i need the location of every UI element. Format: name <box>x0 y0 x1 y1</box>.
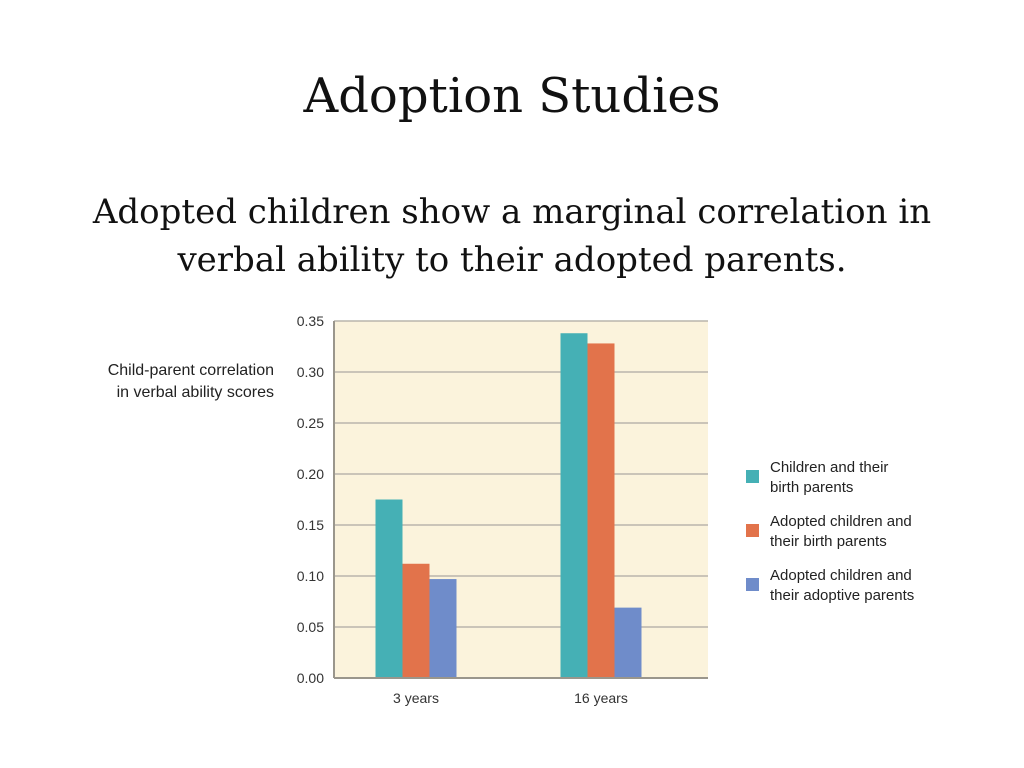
slide-subtitle: Adopted children show a marginal correla… <box>60 188 964 284</box>
subtitle-line-2: verbal ability to their adopted parents. <box>177 240 847 280</box>
bar <box>614 607 642 678</box>
subtitle-line-1: Adopted children show a marginal correla… <box>92 192 932 232</box>
slide-title: Adoption Studies <box>303 68 721 124</box>
y-tick-label: 0.20 <box>297 466 324 482</box>
bar <box>587 343 615 678</box>
bar <box>375 499 403 678</box>
legend-label-adopted-birth-line-1: Adopted children and <box>770 513 912 530</box>
x-tick-label: 3 years <box>393 690 439 706</box>
legend-label-adopted-adoptive-line-2: their adoptive parents <box>770 587 915 604</box>
legend-item-adopted-adoptive: Adopted children and their adoptive pare… <box>740 566 1010 606</box>
y-tick-label: 0.25 <box>297 415 324 431</box>
legend-label-birth-line-1: Children and their <box>770 459 889 476</box>
legend-swatch-birth <box>746 470 759 483</box>
legend-swatch-adopted-adoptive <box>746 578 759 591</box>
legend-item-birth: Children and their birth parents <box>740 458 1010 498</box>
legend-swatch-adopted-birth <box>746 524 759 537</box>
bar <box>429 579 457 678</box>
legend-label-birth-line-2: birth parents <box>770 479 854 496</box>
y-tick-label: 0.05 <box>297 619 324 635</box>
legend-label-adopted-adoptive-line-1: Adopted children and <box>770 567 912 584</box>
x-tick-label: 16 years <box>574 690 628 706</box>
bar <box>560 333 588 678</box>
y-tick-label: 0.35 <box>297 313 324 329</box>
bar-chart: 0.00 0.05 0.10 0.15 0.20 0.25 0.30 0.35 3 years 1… <box>297 313 708 706</box>
y-tick-label: 0.30 <box>297 364 324 380</box>
y-axis-label: Child-parent correlation in verbal abili… <box>60 360 274 404</box>
legend-label-adopted-birth-line-2: their birth parents <box>770 533 887 550</box>
y-axis-label-line-1: Child-parent correlation <box>107 362 274 379</box>
y-tick-label: 0.10 <box>297 568 324 584</box>
y-tick-label: 0.00 <box>297 670 324 686</box>
legend-item-adopted-birth: Adopted children and their birth parents <box>740 512 1010 552</box>
y-tick-label: 0.15 <box>297 517 324 533</box>
bar <box>402 563 430 678</box>
chart-legend: Children and their birth parents Adopted… <box>740 458 1010 620</box>
y-axis-label-line-2: in verbal ability scores <box>116 384 274 401</box>
